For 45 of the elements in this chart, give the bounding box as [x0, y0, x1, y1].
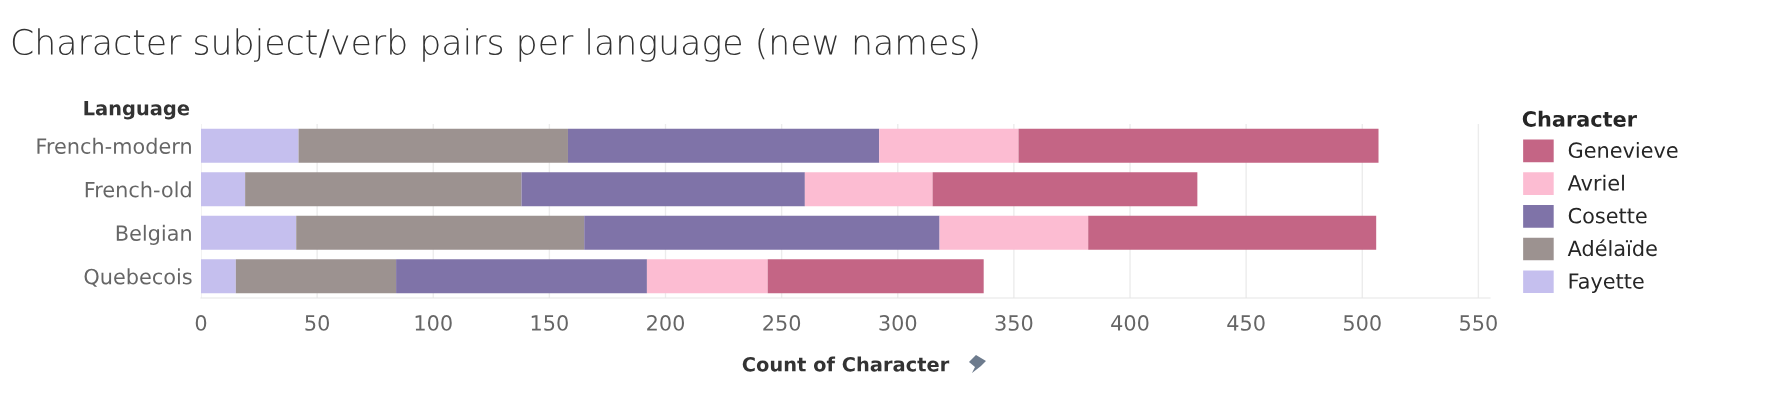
legend-label: Cosette — [1568, 207, 1647, 224]
y-axis-title: Language — [84, 101, 190, 120]
x-tick-label: 500 — [1343, 315, 1381, 331]
bar — [1018, 128, 1379, 163]
bar — [804, 172, 933, 207]
bar — [646, 259, 768, 294]
y-tick-label: Belgian — [116, 224, 191, 245]
legend-label: Adélaïde — [1567, 239, 1657, 257]
x-tick-label: 300 — [879, 315, 917, 331]
bar — [245, 172, 522, 207]
x-tick-label: 200 — [647, 315, 684, 331]
bar — [201, 128, 299, 163]
bar — [201, 215, 297, 250]
bar — [939, 215, 1089, 250]
x-tick-label: 0 — [195, 315, 207, 331]
x-tick-label: 350 — [995, 315, 1033, 331]
legend-label: Fayette — [1569, 273, 1644, 293]
x-tick-label: 400 — [1111, 315, 1149, 331]
bar — [396, 259, 647, 294]
bar — [584, 215, 940, 250]
legend-title: Character — [1522, 110, 1637, 127]
chart-title: Character subject/verb pairs per language (new names) — [12, 28, 978, 62]
bar — [298, 128, 568, 163]
y-tick-label: French-modern — [37, 137, 191, 154]
legend-label: Genevieve — [1568, 141, 1678, 159]
x-tick-label: 150 — [531, 315, 568, 331]
bar — [201, 172, 246, 207]
bar — [521, 172, 805, 207]
bar — [201, 259, 236, 294]
x-tick-label: 100 — [415, 315, 452, 331]
bar — [296, 215, 585, 250]
legend-label: Avriel — [1567, 174, 1624, 191]
bar — [767, 259, 984, 294]
bar — [1088, 215, 1377, 250]
x-tick-label: 550 — [1460, 315, 1497, 331]
bar — [932, 172, 1198, 207]
bar — [235, 259, 397, 294]
x-axis-title: Count of Character — [742, 356, 950, 372]
bar — [567, 128, 880, 163]
x-tick-label: 250 — [763, 315, 801, 331]
y-tick-label: Quebecois — [84, 268, 192, 287]
x-tick-label: 450 — [1227, 315, 1265, 331]
x-tick-label: 50 — [305, 315, 329, 331]
y-tick-label: French-old — [85, 181, 191, 198]
bar — [879, 128, 1019, 163]
